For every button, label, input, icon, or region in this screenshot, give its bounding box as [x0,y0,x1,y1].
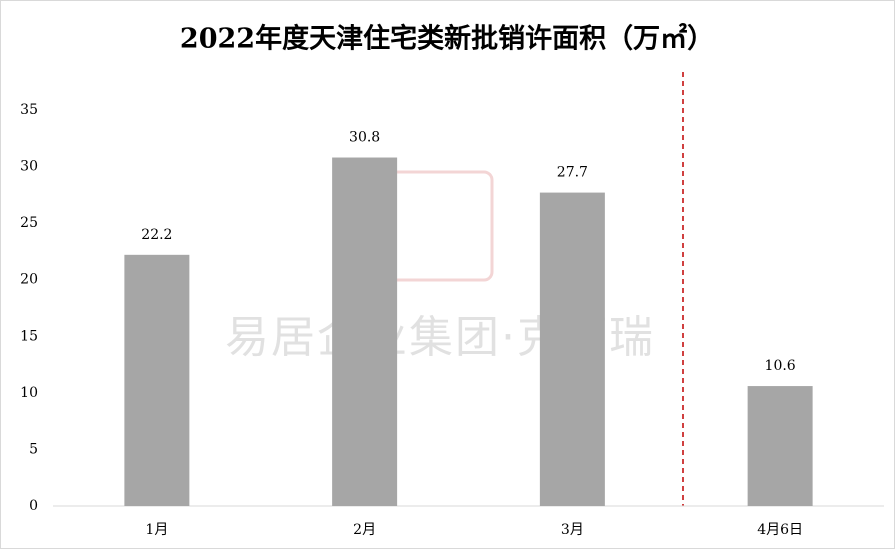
bar [332,157,398,506]
x-tick-label: 2月 [353,522,376,538]
bar [747,386,813,506]
x-tick-label: 4月6日 [757,522,803,538]
value-label: 10.6 [765,358,796,374]
bar [124,254,190,506]
y-tick-label: 0 [29,498,38,514]
y-tick-label: 30 [20,159,38,175]
bar [539,192,605,506]
y-tick-label: 15 [20,328,38,344]
y-tick-label: 10 [20,385,38,401]
y-tick-label: 20 [20,272,38,288]
value-label: 30.8 [349,130,380,146]
y-tick-label: 35 [20,102,38,118]
chart-title: 2022年度天津住宅类新批销许面积（万㎡） [180,23,714,55]
value-label: 22.2 [141,227,172,243]
value-label: 27.7 [557,165,588,181]
y-tick-label: 25 [20,215,38,231]
x-tick-label: 1月 [145,522,168,538]
x-tick-label: 3月 [561,522,584,538]
y-tick-label: 5 [29,441,38,457]
